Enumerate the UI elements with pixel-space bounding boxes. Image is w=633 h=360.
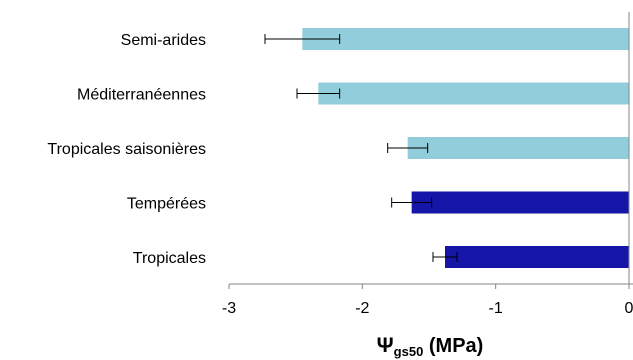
- error-bar-2: [387, 143, 429, 153]
- error-bars-group: [264, 34, 458, 262]
- category-labels-group: Semi-arides Méditerranéennes Tropicales sa…: [47, 32, 206, 267]
- bar-1: [318, 82, 629, 105]
- error-bar-1: [296, 88, 341, 99]
- category-label-1: Méditerranéennes: [77, 87, 206, 104]
- x-tick-label-0: -3: [222, 300, 236, 317]
- x-tick-label-3: 0: [625, 300, 633, 317]
- error-bar-0: [264, 34, 341, 44]
- category-label-3: Tempérées: [127, 196, 206, 213]
- x-tick-label-1: -2: [355, 300, 369, 317]
- category-label-0: Semi-arides: [121, 32, 206, 49]
- x-axis: [228, 12, 633, 289]
- error-bar-3: [391, 197, 433, 208]
- bar-2: [407, 137, 629, 159]
- x-tick-label-2: -1: [489, 300, 503, 317]
- category-label-4: Tropicales: [133, 250, 206, 267]
- bar-3: [411, 191, 629, 214]
- error-bar-4: [432, 252, 458, 262]
- x-axis-title-subscript: gs50: [394, 344, 424, 359]
- bar-0: [302, 28, 629, 50]
- category-label-2: Tropicales saisonières: [47, 141, 206, 158]
- bars-group: [302, 28, 629, 268]
- x-tick-labels-group: -3 -2 -1 0: [222, 300, 633, 317]
- bar-4: [445, 246, 629, 268]
- x-axis-title-symbol: Ψ: [377, 334, 394, 357]
- x-axis-title-unit: (MPa): [423, 335, 483, 357]
- x-axis-title: Ψgs50 (MPa): [377, 334, 484, 359]
